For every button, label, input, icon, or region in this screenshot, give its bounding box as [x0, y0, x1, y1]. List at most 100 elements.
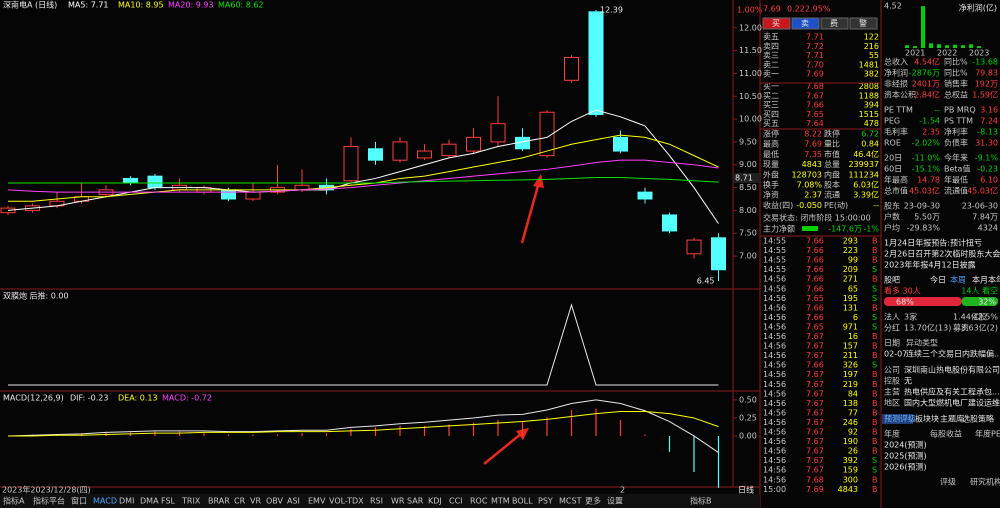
indicator-tab[interactable]: CCI [449, 497, 463, 506]
trade-side: B [872, 275, 878, 284]
y-tick-label: 10.00 [739, 115, 762, 124]
indicator-tab[interactable]: VR [250, 497, 261, 506]
indicator-tab[interactable]: DMI [119, 497, 134, 506]
f10-tab[interactable]: 预测评级 [884, 414, 916, 424]
trade-time: 14:56 [763, 370, 786, 379]
y-tick-label: 9.00 [739, 160, 757, 169]
candle-body [662, 214, 677, 232]
trade-side: S [872, 456, 877, 465]
trade-price: 7.67 [806, 418, 824, 427]
trade-volume: 84 [848, 389, 858, 398]
indicator-tab[interactable]: BRAR [208, 497, 230, 506]
company-label: 主营 [884, 387, 900, 397]
stat-value: 7.69 [804, 140, 822, 149]
indicator-tab[interactable]: VOL-TDX [329, 497, 364, 506]
tab-active [882, 414, 913, 424]
panel-title: 双膜炮 后推: 0.00 [3, 291, 69, 301]
candle-body [637, 191, 653, 200]
y-tick-label: 11.50 [739, 46, 762, 55]
holder-cell: 法人 [884, 312, 900, 322]
trade-side: B [872, 399, 878, 408]
indicator-tab[interactable]: ASI [287, 497, 300, 506]
dif-line [7, 399, 719, 453]
trade-volume: 4843 [838, 485, 858, 494]
indicator-tab[interactable]: MCST [559, 497, 582, 506]
book-price: 7.70 [806, 60, 824, 69]
mini-bar [945, 45, 949, 48]
indicator-tab[interactable]: TRIX [181, 497, 201, 506]
arrow-head [533, 174, 544, 188]
indicator-tab[interactable]: ROC [470, 497, 488, 506]
indicator-tab[interactable]: 设置 [607, 496, 623, 506]
trade-time: 14:56 [763, 294, 786, 303]
bear-pct: 32% [978, 298, 996, 307]
indicator-tab[interactable]: MACD [93, 497, 117, 506]
indicator-tab[interactable]: 窗口 [71, 496, 87, 506]
indicator-tab[interactable]: 指标A [3, 496, 25, 506]
indicator-tab[interactable]: FSL [161, 497, 176, 506]
news-item: 1月24日年报预告:预计扭亏 [884, 238, 982, 248]
trade-side: B [872, 256, 878, 265]
trade-side: B [872, 246, 878, 255]
trade-price: 7.67 [806, 447, 824, 456]
indicator-tab[interactable]: KDJ [428, 497, 442, 506]
indicator-tab[interactable]: 更多 [585, 496, 601, 506]
stat-label: 最低 [763, 149, 779, 159]
trade-side: S [872, 361, 877, 370]
indicator-tab[interactable]: PSY [538, 497, 553, 506]
indicator-tab[interactable]: 指标B [690, 496, 712, 506]
trade-side: B [872, 437, 878, 446]
f10-label: 年最高 [884, 175, 908, 185]
holder-cell: 3.63亿(2) [961, 323, 998, 333]
f10-tab[interactable]: 板块块 [915, 414, 939, 424]
forecast-year: 2025(预测) [884, 451, 927, 461]
mini-bar [913, 46, 917, 48]
company-label: 公司 [884, 366, 900, 375]
f10-value: 45.03亿 [967, 186, 998, 196]
f10-tab[interactable]: 主题库 [940, 414, 964, 424]
indicator-tab[interactable]: DMA [140, 497, 159, 506]
ma-label: MA60: 8.62 [218, 1, 264, 10]
indicator-tab[interactable]: BOLL [512, 497, 533, 506]
trade-button[interactable]: 警 [859, 18, 867, 28]
f10-value: 2.84亿 [914, 90, 940, 100]
indicator-tab[interactable]: SAR [407, 497, 424, 506]
forum-tab: 股吧 [884, 276, 900, 285]
trade-time: 14:56 [763, 332, 786, 341]
indicator-tab[interactable]: RSI [370, 497, 383, 506]
trade-side: B [872, 475, 878, 484]
f10-tab[interactable]: 选股策略 [962, 414, 994, 424]
news-item: 2023年年报4月12日披露 [884, 260, 976, 270]
book-price: 7.71 [806, 51, 824, 60]
stat-label: 股本 [824, 180, 840, 190]
stat-label: 最高 [763, 139, 779, 149]
trade-time: 14:56 [763, 361, 786, 370]
indicator-tab[interactable]: CR [234, 497, 246, 506]
stat-value: 7.35 [804, 150, 822, 159]
book-level: 买二 [763, 91, 779, 100]
trade-button[interactable]: 卖 [801, 19, 809, 28]
indicator-tab[interactable]: WR [391, 497, 405, 506]
mini-year: 2022 [937, 49, 957, 58]
trade-volume: 157 [843, 342, 858, 351]
trade-volume: 159 [843, 466, 858, 475]
date-label: 2023年2023/12/28(四) [2, 485, 91, 495]
low-label: 6.45 [697, 277, 715, 286]
change: 0.22 [787, 5, 805, 14]
f10-value: -0.23 [977, 165, 998, 174]
dea-line [8, 410, 719, 437]
f10-value: 23-06-30 [962, 202, 998, 211]
trade-side: B [872, 370, 878, 379]
indicator-tab[interactable]: EMV [308, 497, 326, 506]
button-bg [791, 17, 820, 30]
indicator-tab[interactable]: 指标平台 [33, 496, 65, 506]
forecast-year: 2026(预测) [884, 462, 927, 472]
trade-time: 14:55 [763, 246, 786, 255]
ma-label: MA5: 7.71 [68, 1, 109, 10]
trade-button[interactable]: 费 [830, 18, 838, 28]
trade-button[interactable]: 买 [772, 19, 780, 28]
candle-body [613, 136, 628, 152]
indicator-tab[interactable]: OBV [266, 497, 284, 506]
y-tick-label: 12.00 [739, 23, 762, 32]
indicator-tab[interactable]: MTM [491, 497, 510, 506]
